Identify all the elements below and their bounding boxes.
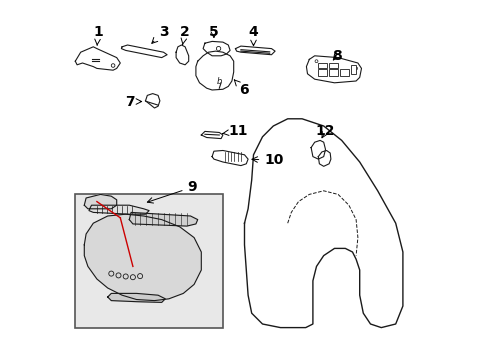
Polygon shape bbox=[201, 131, 223, 139]
Text: 1: 1 bbox=[93, 26, 102, 45]
Text: 4: 4 bbox=[248, 25, 258, 46]
Bar bbox=[340, 69, 348, 76]
Polygon shape bbox=[212, 150, 247, 166]
Polygon shape bbox=[129, 212, 197, 226]
Polygon shape bbox=[89, 205, 149, 214]
Polygon shape bbox=[306, 56, 361, 83]
Polygon shape bbox=[310, 140, 325, 159]
Text: 8: 8 bbox=[331, 49, 341, 63]
Text: 3: 3 bbox=[151, 25, 168, 43]
Text: 10: 10 bbox=[251, 153, 283, 167]
Bar bbox=[350, 65, 356, 74]
Polygon shape bbox=[196, 51, 233, 90]
Polygon shape bbox=[244, 119, 402, 328]
Text: 5: 5 bbox=[208, 25, 218, 39]
Bar bbox=[318, 63, 326, 68]
Text: 12: 12 bbox=[315, 125, 335, 138]
Bar bbox=[328, 69, 337, 76]
Text: 11: 11 bbox=[222, 125, 247, 138]
Polygon shape bbox=[176, 45, 188, 65]
Polygon shape bbox=[203, 41, 230, 56]
Text: b: b bbox=[216, 77, 222, 86]
Polygon shape bbox=[107, 293, 165, 302]
Bar bbox=[318, 69, 326, 76]
Polygon shape bbox=[84, 214, 201, 301]
Polygon shape bbox=[235, 46, 275, 55]
FancyBboxPatch shape bbox=[75, 194, 223, 328]
Polygon shape bbox=[318, 150, 330, 166]
Polygon shape bbox=[84, 194, 117, 209]
Polygon shape bbox=[145, 94, 160, 108]
Polygon shape bbox=[121, 45, 167, 58]
Text: 9: 9 bbox=[147, 180, 197, 203]
Polygon shape bbox=[75, 47, 120, 70]
Text: 7: 7 bbox=[125, 95, 142, 108]
Text: 6: 6 bbox=[234, 80, 248, 97]
Bar bbox=[328, 63, 337, 68]
Text: 2: 2 bbox=[180, 25, 189, 44]
